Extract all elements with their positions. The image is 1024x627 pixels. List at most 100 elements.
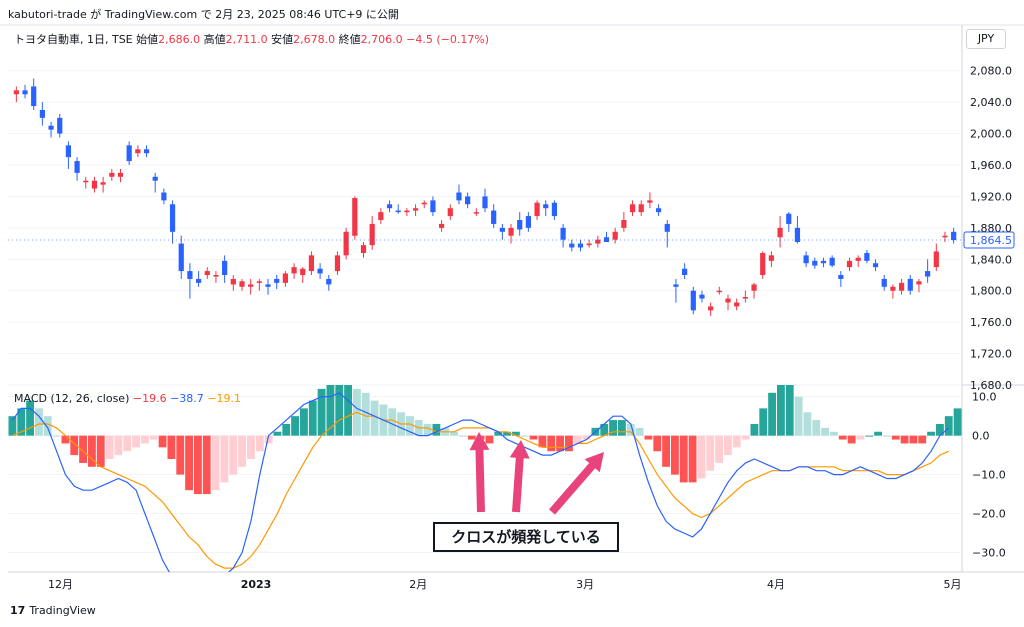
open-value: 2,686.0 xyxy=(158,33,201,46)
macd-histogram-bar xyxy=(273,431,282,436)
candle-body xyxy=(846,260,853,268)
candle-body xyxy=(586,243,592,246)
macd-histogram-bar xyxy=(520,435,529,437)
currency-button[interactable]: JPY xyxy=(966,29,1006,49)
macd-tick-label: 0.0 xyxy=(972,430,990,443)
candle-body xyxy=(734,302,740,307)
macd-histogram-bar xyxy=(874,431,882,436)
macd-histogram-bar xyxy=(812,420,821,436)
macd-histogram-bar xyxy=(202,435,211,495)
time-tick-label: 2月 xyxy=(409,578,427,591)
candle-body xyxy=(386,204,393,209)
macd-histogram-bar xyxy=(944,416,953,436)
macd-histogram-bar xyxy=(317,388,326,436)
macd-histogram-bar xyxy=(927,431,935,436)
candle-body xyxy=(699,294,705,299)
candle-body xyxy=(664,223,670,232)
macd-histogram-bar xyxy=(821,427,829,436)
low-label: 安値 xyxy=(271,33,294,46)
candle-body xyxy=(57,117,63,134)
macd-histogram-bar xyxy=(211,435,220,491)
candle-body xyxy=(39,110,45,118)
candle-body xyxy=(239,281,245,287)
candle-body xyxy=(369,223,375,246)
macd-histogram-bar xyxy=(777,385,785,436)
candle-body xyxy=(569,243,575,248)
candle-body xyxy=(925,271,931,277)
macd-histogram-bar xyxy=(335,385,344,436)
macd-histogram-bar xyxy=(768,392,776,436)
candle-body xyxy=(195,278,202,283)
symbol-legend: トヨタ自動車, 1日, TSE 始値2,686.0 高値2,711.0 安値2,… xyxy=(14,31,489,47)
macd-histogram-bar xyxy=(936,423,944,436)
candle-body xyxy=(838,275,844,279)
annotation-arrow xyxy=(509,440,530,513)
macd-histogram-bar xyxy=(52,435,61,437)
macd-histogram-bar xyxy=(626,423,635,436)
candle-body xyxy=(551,202,558,217)
macd-histogram-bar xyxy=(149,435,158,440)
macd-histogram-bar xyxy=(847,435,856,444)
macd-histogram-bar xyxy=(724,435,732,456)
macd-histogram-bar xyxy=(70,435,79,456)
candle-body xyxy=(100,182,106,185)
candle-body xyxy=(881,278,887,287)
annotation-arrow xyxy=(469,432,490,513)
candle-body xyxy=(716,290,722,293)
macd-histogram-bar xyxy=(361,392,370,436)
candle-body xyxy=(274,278,280,283)
candle-body xyxy=(603,237,610,242)
macd-histogram-bar xyxy=(141,435,149,444)
candle-body xyxy=(473,212,479,214)
candle-body xyxy=(230,278,236,285)
candle-body xyxy=(412,208,419,211)
macd-histogram-bar xyxy=(785,385,794,436)
price-tick-label: 2,040.0 xyxy=(970,96,1012,109)
macd-tick-label: −30.0 xyxy=(972,547,1006,560)
candle-body xyxy=(629,204,636,213)
macd-histogram-bar xyxy=(35,408,43,436)
macd-histogram-bar xyxy=(370,400,379,436)
candle-body xyxy=(829,257,835,266)
candle-body xyxy=(577,243,584,248)
candle-body xyxy=(517,220,523,230)
macd-histogram-bar xyxy=(750,423,759,436)
candle-body xyxy=(178,243,184,272)
macd-histogram-bar xyxy=(653,435,662,452)
candle-body xyxy=(933,251,939,268)
candle-body xyxy=(135,149,141,154)
macd-histogram-bar xyxy=(88,435,96,467)
macd-histogram-bar xyxy=(715,435,723,463)
candle-body xyxy=(48,125,54,130)
candle-body xyxy=(447,208,453,217)
macd-histogram-bar xyxy=(264,435,273,444)
candle-body xyxy=(890,286,896,291)
macd-histogram-bar xyxy=(635,427,644,436)
macd-histogram-bar xyxy=(459,435,467,437)
footer-brand: 17 TradingView xyxy=(10,604,96,617)
macd-histogram-bar xyxy=(432,423,441,436)
candle-body xyxy=(300,268,306,275)
price-tick-label: 1,960.0 xyxy=(970,159,1012,172)
candle-body xyxy=(742,297,748,299)
macd-histogram-bar xyxy=(732,435,741,448)
macd-histogram-bar xyxy=(388,408,397,436)
macd-histogram-bar xyxy=(220,435,229,483)
candle-body xyxy=(768,255,775,261)
candle-body xyxy=(143,149,150,154)
macd-histogram-bar xyxy=(794,396,803,436)
candle-body xyxy=(638,204,644,213)
macd-histogram-bar xyxy=(326,385,335,436)
candle-body xyxy=(439,223,445,228)
macd-histogram-bar xyxy=(467,435,476,440)
candle-body xyxy=(430,200,436,213)
candle-body xyxy=(690,290,696,311)
candle-body xyxy=(725,298,731,303)
macd-line-value: −38.7 xyxy=(170,392,204,405)
candle-body xyxy=(794,227,801,242)
macd-histogram-bar xyxy=(512,431,520,436)
candle-body xyxy=(213,275,219,277)
candle-body xyxy=(708,306,714,311)
macd-histogram-bar xyxy=(406,416,414,436)
candle-body xyxy=(760,253,766,275)
